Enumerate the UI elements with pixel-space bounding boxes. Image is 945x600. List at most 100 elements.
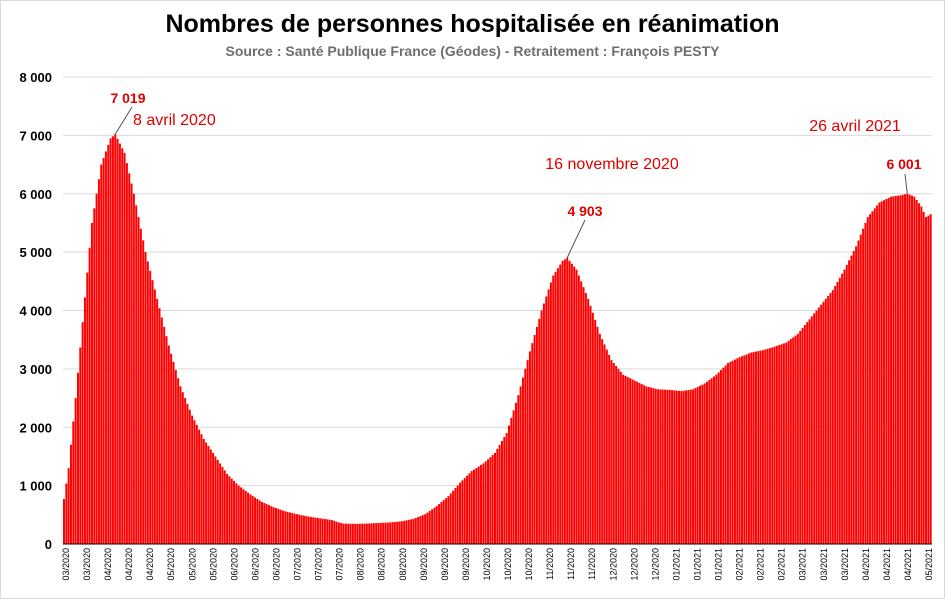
bar	[899, 195, 902, 544]
bar	[335, 521, 338, 544]
bar	[594, 319, 597, 544]
bar	[904, 194, 907, 544]
bar	[181, 392, 184, 544]
bar	[713, 376, 715, 544]
x-tick-label: 02/2021	[756, 548, 766, 581]
bar	[498, 444, 501, 544]
bar	[88, 247, 91, 544]
bar	[517, 395, 520, 544]
bar	[549, 282, 552, 544]
bar	[135, 205, 138, 545]
bar	[878, 202, 881, 544]
bar	[678, 390, 681, 544]
bar	[172, 361, 175, 544]
bar	[724, 365, 727, 544]
bar	[314, 517, 317, 544]
bar	[852, 250, 855, 544]
bar	[193, 420, 196, 544]
y-tick-label: 8 000	[19, 70, 52, 85]
bar	[463, 478, 466, 544]
bar	[915, 199, 918, 544]
y-tick-label: 1 000	[19, 479, 52, 494]
bar	[242, 489, 245, 544]
bar	[417, 517, 420, 544]
bar	[440, 502, 443, 544]
y-tick-label: 5 000	[19, 245, 52, 260]
bar	[97, 179, 100, 544]
x-tick-label: 03/2021	[798, 548, 808, 581]
bar	[212, 452, 215, 544]
bar	[887, 197, 890, 544]
bar	[407, 519, 410, 544]
bar	[487, 459, 489, 544]
bar	[142, 240, 145, 544]
bar	[622, 374, 625, 544]
bar	[240, 487, 243, 544]
annotation-value: 6 001	[886, 156, 921, 172]
bar	[123, 152, 126, 544]
bar	[859, 234, 862, 545]
bar	[156, 298, 159, 544]
bar	[65, 483, 68, 544]
bar	[559, 264, 562, 544]
bar	[556, 268, 559, 544]
bar	[461, 480, 464, 544]
bar	[163, 326, 166, 544]
bar	[351, 523, 354, 544]
bar	[542, 303, 545, 544]
bar	[876, 205, 879, 545]
x-tick-label: 05/2021	[924, 548, 934, 581]
bar	[780, 344, 783, 544]
bar	[652, 388, 655, 544]
bar	[473, 469, 476, 544]
x-tick-label: 11/2020	[587, 548, 597, 580]
bar	[468, 473, 471, 544]
bar	[626, 377, 629, 544]
bar	[130, 183, 133, 545]
x-tick-label: 02/2021	[777, 548, 787, 581]
bar	[489, 457, 492, 544]
bar	[270, 506, 273, 544]
bar	[81, 322, 84, 544]
bar	[883, 200, 886, 544]
y-tick-label: 4 000	[19, 304, 52, 319]
x-tick-label: 12/2020	[629, 548, 639, 581]
bar	[139, 228, 142, 544]
bar	[137, 217, 140, 544]
bar	[929, 214, 932, 544]
bar	[535, 326, 538, 544]
bar	[619, 371, 622, 544]
bar	[198, 429, 201, 544]
bar	[719, 370, 722, 544]
x-tick-label: 09/2020	[440, 548, 450, 581]
y-tick-label: 6 000	[19, 187, 52, 202]
bar	[433, 507, 436, 544]
bar	[808, 319, 811, 544]
bars	[63, 134, 932, 545]
x-tick-label: 03/2021	[819, 548, 829, 581]
bar	[237, 485, 240, 544]
bar	[109, 138, 112, 544]
bar	[908, 194, 911, 544]
x-tick-label: 05/2020	[187, 548, 197, 581]
bar	[365, 523, 368, 544]
bar	[323, 519, 326, 544]
bar	[545, 296, 548, 544]
bar	[244, 490, 247, 544]
bar	[617, 368, 620, 544]
bar	[521, 377, 524, 544]
bar	[913, 196, 916, 544]
bar	[584, 292, 587, 544]
bar	[799, 330, 802, 544]
bar	[664, 389, 667, 544]
bar	[612, 363, 615, 544]
bar	[279, 509, 282, 544]
bar	[764, 349, 767, 544]
bar	[708, 379, 711, 544]
bar	[659, 389, 662, 544]
x-axis-ticks: 03/2020 03/2020 04/2020 04/2020 04/2020 05/20…	[61, 548, 934, 581]
bar	[125, 163, 128, 544]
bar	[601, 339, 604, 544]
bar	[302, 515, 305, 544]
bar	[848, 260, 851, 544]
